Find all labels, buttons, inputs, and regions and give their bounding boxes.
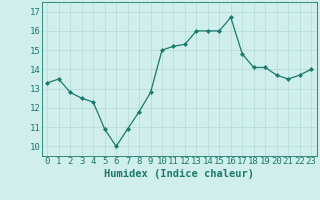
X-axis label: Humidex (Indice chaleur): Humidex (Indice chaleur) xyxy=(104,169,254,179)
